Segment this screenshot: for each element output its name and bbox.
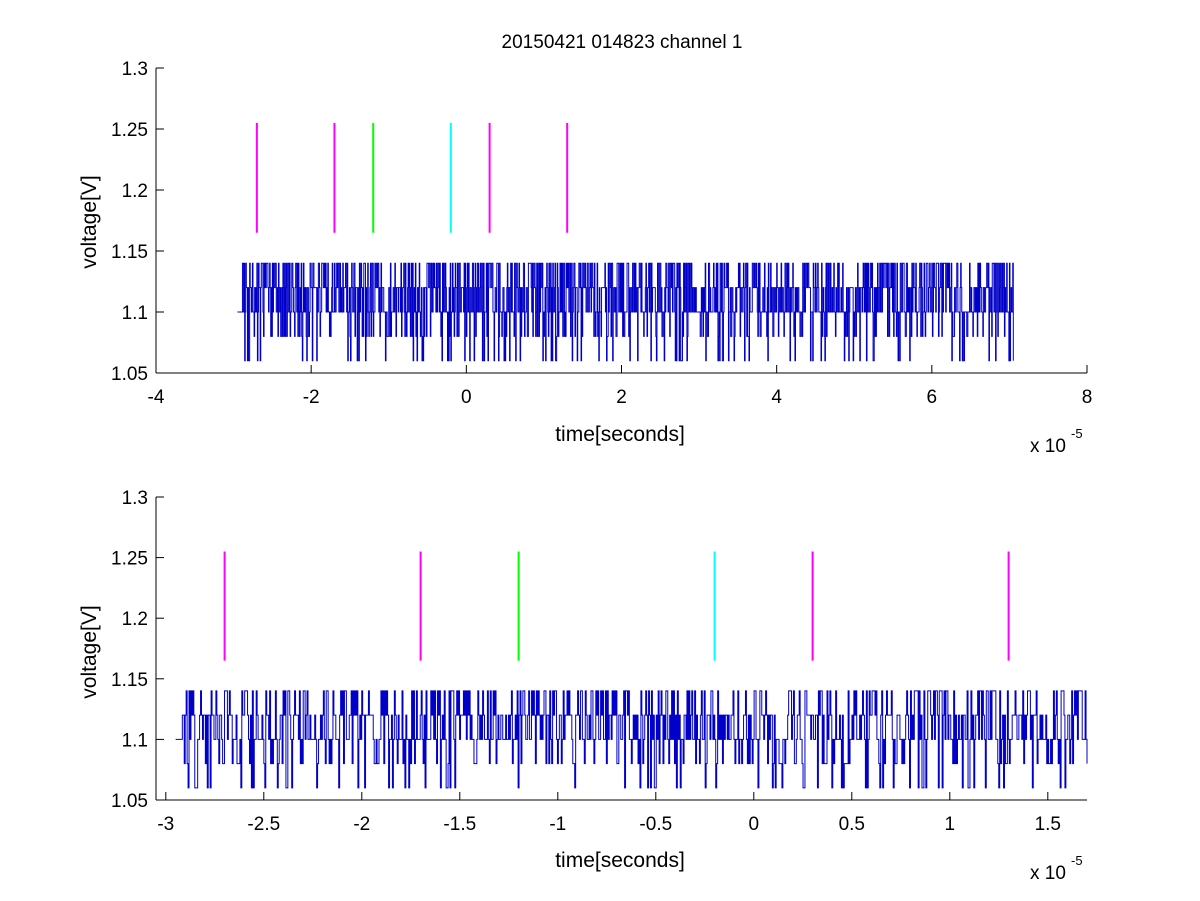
bottom-plot-x-tick-label: -2.5 <box>247 814 280 835</box>
bottom-plot-x-tick-label: 1.5 <box>1035 814 1061 835</box>
bottom-plot-y-tick-label: 1.1 <box>122 730 148 751</box>
bottom-plot-markers <box>223 551 1010 661</box>
top-plot-x-tick-label: 4 <box>771 387 782 408</box>
top-plot-signal <box>237 262 1014 362</box>
bottom-plot-x-tick-label: 0.5 <box>839 814 865 835</box>
bottom-plot-y-tick-label: 1.3 <box>122 488 148 509</box>
bottom-plot-xlabel: time[seconds] <box>555 849 685 872</box>
top-plot-markers <box>255 122 569 233</box>
bottom-plot-ylabel: voltage[V] <box>78 605 101 698</box>
top-plot-ylabel: voltage[V] <box>78 175 101 268</box>
chart-title: 20150421 014823 channel 1 <box>502 32 743 53</box>
bottom-plot-y-tick-label: 1.25 <box>111 549 148 570</box>
top-plot-y-tick-label: 1.3 <box>122 59 148 80</box>
bottom-plot-x-exponent-power: -5 <box>1071 853 1083 868</box>
top-plot-y-tick-label: 1.2 <box>122 181 148 202</box>
bottom-plot-x-tick-label: -1 <box>549 814 566 835</box>
top-plot-x-tick-label: 0 <box>461 387 472 408</box>
bottom-plot-x-tick-label: 1 <box>945 814 956 835</box>
top-plot-x-tick-label: -2 <box>303 387 320 408</box>
bottom-plot-signal <box>175 690 1088 789</box>
bottom-plot-x-tick-label: -0.5 <box>639 814 672 835</box>
top-plot-x-exponent: x 10 <box>1030 436 1066 457</box>
bottom-plot-x-exponent: x 10 <box>1030 863 1066 884</box>
bottom-plot-x-tick-label: 0 <box>749 814 760 835</box>
bottom-plot-y-tick-label: 1.05 <box>111 791 148 812</box>
bottom-plot-y-tick-label: 1.15 <box>111 670 148 691</box>
bottom-plot-x-tick-label: -3 <box>157 814 174 835</box>
top-plot-y-tick-label: 1.1 <box>122 303 148 324</box>
top-plot-x-tick-label: 2 <box>616 387 627 408</box>
top-plot-x-exponent-power: -5 <box>1071 426 1083 441</box>
top-plot-signal-trace <box>237 262 1014 362</box>
top-plot-y-tick-label: 1.15 <box>111 242 148 263</box>
top-plot-xlabel: time[seconds] <box>555 423 685 446</box>
top-plot-y-tick-label: 1.25 <box>111 120 148 141</box>
top-plot: -4 -2 0 2 4 6 8 1.05 1.1 1.15 1.2 1.25 1.3 time[seco… <box>78 59 1092 457</box>
bottom-plot-axes: -3 -2.5 -2 -1.5 -1 -0.5 0 0.5 1 1.5 1.05 1.1 1.15 1.2… <box>111 488 1087 835</box>
bottom-plot-signal-trace <box>175 690 1088 789</box>
bottom-plot: -3 -2.5 -2 -1.5 -1 -0.5 0 0.5 1 1.5 1.05 1.1 1.15 1.2… <box>78 488 1088 884</box>
bottom-plot-x-tick-label: -1.5 <box>443 814 476 835</box>
top-plot-axes: -4 -2 0 2 4 6 8 1.05 1.1 1.15 1.2 1.25 1.3 <box>111 59 1092 408</box>
top-plot-x-tick-label: 8 <box>1082 387 1093 408</box>
bottom-plot-x-tick-label: -2 <box>353 814 370 835</box>
top-plot-y-tick-label: 1.05 <box>111 364 148 385</box>
top-plot-x-tick-label: 6 <box>927 387 938 408</box>
top-plot-x-tick-label: -4 <box>148 387 165 408</box>
bottom-plot-y-tick-label: 1.2 <box>122 609 148 630</box>
